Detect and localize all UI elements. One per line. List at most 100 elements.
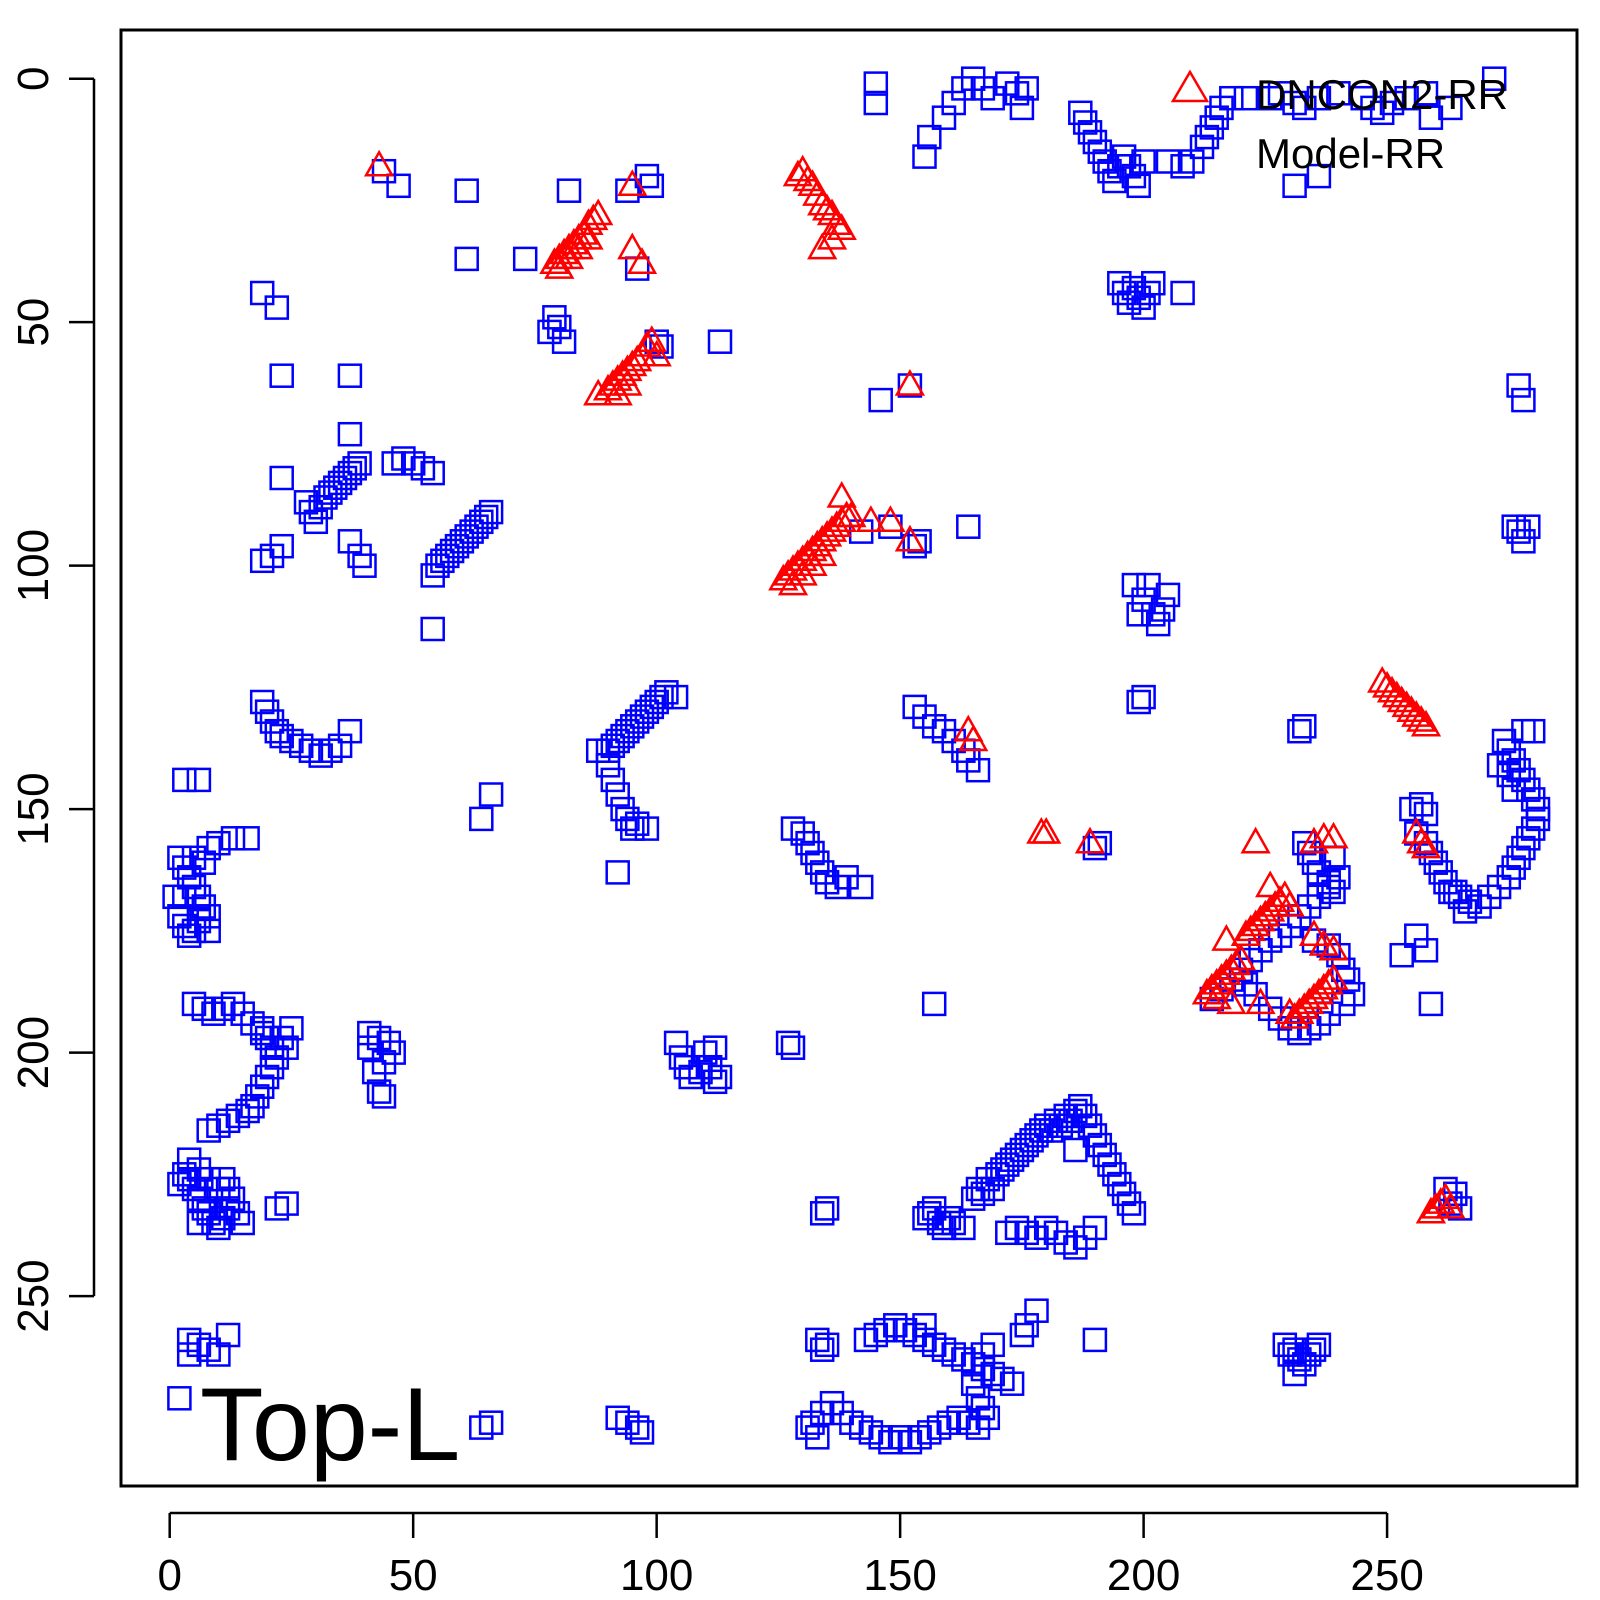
model-rr-point [897,373,923,398]
model-rr-point [644,689,669,715]
model-rr-point [186,767,212,793]
model-rr-point [376,1030,402,1056]
model-rr-point [1155,149,1181,174]
model-rr-point [1107,1171,1132,1197]
model-rr-point [176,865,202,890]
dncon2-rr-point [1274,889,1305,917]
dncon2-rr-point [826,480,857,508]
model-rr-point [381,1040,406,1065]
model-rr-point [1014,76,1039,101]
dncon2-rr-point [1245,904,1276,932]
dncon2-rr-point [836,500,867,528]
model-rr-point [1141,270,1166,296]
model-rr-point [960,1371,986,1396]
model-rr-point [814,1196,840,1221]
model-rr-point [688,1059,713,1085]
model-rr-point [1180,149,1205,174]
model-rr-point [795,1415,820,1440]
model-rr-point [308,494,333,520]
model-rr-point [1389,942,1414,968]
dncon2-rr-point [1371,670,1403,698]
model-rr-point [1038,1118,1064,1143]
dncon2-rr-point [1220,948,1252,976]
dncon2-rr-point [807,188,838,216]
dncon2-rr-point [631,329,663,357]
model-rr-point [215,1322,241,1348]
model-rr-point [629,1420,655,1445]
x-tick-label: 200 [1107,1551,1180,1600]
model-rr-point [206,1215,231,1241]
model-rr-point [702,1035,728,1060]
dncon2-rr-point [1367,665,1398,693]
model-rr-point [1082,1327,1108,1353]
model-rr-point [323,475,348,500]
dncon2-rr-point [1284,997,1315,1024]
model-rr-point [303,509,329,535]
dncon2-rr-point [792,164,823,192]
model-rr-point [220,1186,246,1211]
model-rr-point [1496,738,1522,763]
model-rr-point [980,85,1005,111]
top-l-label: Top-L [200,1367,460,1483]
y-tick-label: 0 [9,66,58,90]
model-rr-point [1199,115,1225,140]
legend: DNCON2-RR Model-RR [1170,69,1508,177]
model-rr-point [1301,1337,1327,1362]
model-rr-point [960,1186,986,1211]
model-rr-point [1102,168,1127,194]
model-rr-point [800,1410,825,1435]
model-rr-point [917,124,942,150]
model-rr-point [1150,597,1176,622]
model-rr-point [1233,85,1259,111]
model-rr-point [1452,899,1478,924]
model-rr-point [337,718,363,744]
model-rr-point [907,529,932,554]
model-rr-point [1501,777,1526,802]
y-tick-label: 100 [9,529,58,602]
model-rr-point [196,1337,221,1362]
model-rr-point [337,460,363,486]
model-rr-point [805,1425,830,1450]
dncon2-rr-point [1240,909,1271,937]
model-rr-point [240,1011,265,1036]
dncon2-rr-point [807,539,838,567]
model-rr-point [624,1415,650,1440]
model-rr-point [1131,295,1156,320]
x-tick-label: 0 [157,1551,181,1600]
model-rr-point [259,709,285,734]
dncon2-rr-point [1401,700,1432,727]
x-axis: 0 50 100 150 200 250 [157,1511,1424,1600]
model-rr-point [941,90,966,116]
model-rr-point [318,480,343,505]
dncon2-rr-point [1381,680,1412,708]
model-rr-point [1024,1123,1049,1148]
y-tick-label: 50 [9,298,58,347]
model-rr-point [1394,85,1419,111]
model-rr-point [420,460,445,486]
model-rr-point [186,1210,212,1236]
model-rr-point [1418,991,1444,1017]
model-rr-point [1009,95,1035,121]
model-rr-point [1053,1103,1078,1129]
model-rr-point [274,1191,299,1216]
dncon2-rr-point [1298,826,1330,854]
dncon2-rr-point [1245,987,1276,1015]
model-rr-point [800,840,825,866]
dncon2-rr-point [1225,943,1257,971]
dncon2-rr-point [617,232,648,260]
model-rr-point [931,1215,957,1241]
dncon2-rr-point [1259,889,1291,917]
model-rr-point [235,826,260,851]
dncon2-rr-point [1391,690,1422,718]
model-rr-point [196,918,221,944]
model-rr-point [454,178,479,203]
model-rr-point [1131,684,1156,710]
model-rr-point [381,451,406,476]
y-tick-label: 150 [9,772,58,845]
model-rr-point [907,1425,932,1450]
dncon2-rr-point [1216,987,1247,1015]
model-rr-point [1296,1342,1322,1367]
model-rr-point [196,1118,221,1143]
model-rr-point [1501,514,1526,539]
model-rr-point [269,1025,294,1051]
